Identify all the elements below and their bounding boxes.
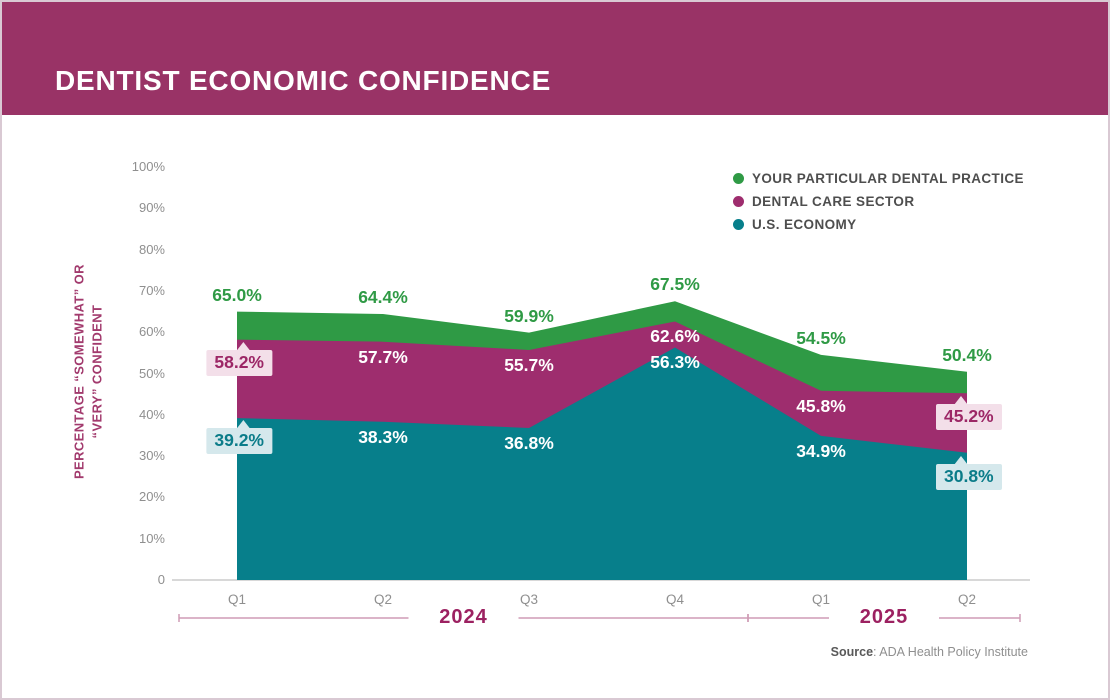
legend-item-u-s-economy: U.S. ECONOMY bbox=[733, 213, 1024, 236]
data-label-dental-care-sector-Q4: 62.6% bbox=[650, 326, 700, 347]
y-axis-tick-label: 80% bbox=[138, 241, 165, 257]
data-label-your-particular-dental-practice-Q2: 50.4% bbox=[942, 344, 992, 365]
y-axis-tick-label: 70% bbox=[138, 282, 165, 298]
year-label-2025: 2025 bbox=[859, 606, 909, 628]
y-axis-tick-label: 50% bbox=[138, 365, 165, 381]
legend-label: DENTAL CARE SECTOR bbox=[752, 194, 915, 209]
y-axis-tick-label: 100% bbox=[131, 159, 165, 174]
x-axis-tick-label: Q1 bbox=[227, 592, 246, 607]
data-label-your-particular-dental-practice-Q1: 54.5% bbox=[796, 327, 846, 348]
legend-item-your-particular-dental-practice: YOUR PARTICULAR DENTAL PRACTICE bbox=[733, 167, 1024, 190]
data-label-dental-care-sector-Q2: 45.2% bbox=[936, 396, 1002, 431]
y-axis-tick-label: 40% bbox=[138, 406, 165, 422]
y-axis-tick-label: 20% bbox=[138, 489, 165, 505]
data-label-your-particular-dental-practice-Q3: 59.9% bbox=[504, 305, 554, 326]
source-text: : ADA Health Policy Institute bbox=[873, 645, 1028, 659]
y-axis-tick-label: 30% bbox=[138, 448, 165, 464]
legend-label: YOUR PARTICULAR DENTAL PRACTICE bbox=[752, 171, 1024, 186]
data-label-u-s-economy-Q3: 36.8% bbox=[504, 433, 554, 454]
data-label-your-particular-dental-practice-Q4: 67.5% bbox=[650, 274, 700, 295]
x-axis-tick-label: Q1 bbox=[811, 592, 830, 607]
data-label-dental-care-sector-Q1: 58.2% bbox=[206, 341, 272, 376]
data-label-u-s-economy-Q1: 39.2% bbox=[206, 420, 272, 455]
data-label-u-s-economy-Q4: 56.3% bbox=[650, 352, 700, 373]
data-label-dental-care-sector-Q2: 57.7% bbox=[358, 346, 408, 367]
legend-label: U.S. ECONOMY bbox=[752, 217, 857, 232]
legend-dot bbox=[733, 173, 744, 184]
y-axis-tick-label: 0 bbox=[157, 572, 165, 587]
source-note: Source: ADA Health Policy Institute bbox=[831, 645, 1028, 659]
x-axis-tick-label: Q2 bbox=[373, 592, 392, 607]
source-prefix: Source bbox=[830, 645, 874, 659]
data-label-dental-care-sector-Q1: 45.8% bbox=[796, 395, 846, 416]
legend-dot bbox=[733, 219, 744, 230]
page-title: DENTIST ECONOMIC CONFIDENCE bbox=[55, 65, 552, 96]
chart-legend: YOUR PARTICULAR DENTAL PRACTICE DENTAL CA… bbox=[733, 167, 1024, 236]
data-label-dental-care-sector-Q3: 55.7% bbox=[504, 354, 554, 375]
header-banner: DENTIST ECONOMIC CONFIDENCE bbox=[2, 2, 1108, 115]
x-axis-tick-label: Q4 bbox=[665, 592, 684, 607]
data-label-your-particular-dental-practice-Q2: 64.4% bbox=[358, 287, 408, 308]
data-label-your-particular-dental-practice-Q1: 65.0% bbox=[212, 284, 262, 305]
y-axis-tick-label: 10% bbox=[138, 530, 165, 546]
x-axis-tick-label: Q3 bbox=[519, 592, 538, 607]
data-label-u-s-economy-Q2: 30.8% bbox=[936, 455, 1002, 490]
y-axis-tick-label: 90% bbox=[138, 200, 165, 216]
y-axis-tick-label: 60% bbox=[138, 324, 165, 340]
data-label-u-s-economy-Q1: 34.9% bbox=[796, 440, 846, 461]
data-label-u-s-economy-Q2: 38.3% bbox=[358, 426, 408, 447]
x-axis-tick-label: Q2 bbox=[957, 592, 976, 607]
year-label-2024: 2024 bbox=[439, 606, 488, 628]
legend-dot bbox=[733, 196, 744, 207]
area-u-s-economy bbox=[237, 347, 967, 580]
legend-item-dental-care-sector: DENTAL CARE SECTOR bbox=[733, 190, 1024, 213]
